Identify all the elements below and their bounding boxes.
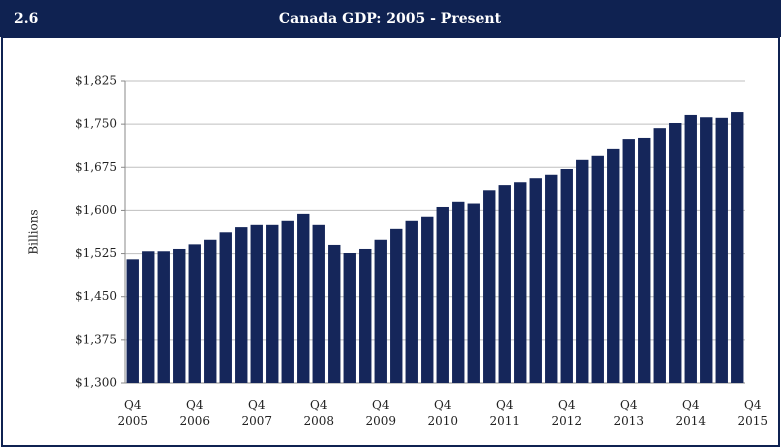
bar: [622, 139, 635, 383]
y-tick-label: $1,600: [75, 203, 117, 217]
bar: [545, 174, 558, 383]
x-tick-label-line: Q4: [434, 398, 452, 412]
bar: [142, 251, 155, 383]
x-tick-label-line: 2013: [613, 414, 644, 428]
bar: [374, 239, 387, 383]
x-tick-label-line: Q4: [186, 398, 204, 412]
bar: [390, 228, 403, 383]
x-tick-label-line: 2007: [241, 414, 272, 428]
bar: [328, 244, 341, 383]
x-tick-label: Q4 2015: [737, 398, 768, 428]
x-tick-label-line: Q4: [248, 398, 266, 412]
bar: [607, 148, 620, 383]
bar: [173, 248, 186, 383]
bar: [421, 216, 434, 383]
bar: [715, 117, 728, 383]
x-tick-label: Q4 2006: [179, 398, 210, 428]
bar: [312, 224, 325, 383]
bar: [126, 259, 139, 383]
bar: [483, 190, 496, 383]
bar: [498, 185, 511, 383]
bar: [684, 114, 697, 383]
bar: [405, 220, 418, 383]
bar: [560, 169, 573, 383]
x-tick-label: Q4 2014: [675, 398, 706, 428]
bar: [529, 178, 542, 383]
y-axis-label: Billions: [27, 209, 41, 254]
bar: [297, 213, 310, 383]
bar: [700, 117, 713, 384]
bar: [250, 224, 263, 383]
x-tick-label-line: Q4: [310, 398, 328, 412]
bar: [731, 112, 744, 383]
bar: [188, 244, 201, 383]
x-tick-label: Q4 2010: [427, 398, 458, 428]
bar: [591, 155, 604, 383]
bar: [514, 182, 527, 383]
x-tick-label: Q4 2013: [613, 398, 644, 428]
bar: [452, 201, 465, 383]
bar: [343, 252, 356, 383]
x-tick-label: Q4 2008: [303, 398, 334, 428]
x-tick-label: Q4 2005: [117, 398, 148, 428]
x-tick-label-line: 2015: [737, 414, 768, 428]
bar: [467, 203, 480, 383]
frame: [1, 36, 780, 447]
bar: [669, 122, 682, 384]
y-tick-label: $1,300: [75, 376, 117, 390]
y-tick-label: $1,750: [75, 117, 117, 131]
figure-number: 2.6: [14, 11, 38, 27]
x-tick-label-line: Q4: [620, 398, 638, 412]
x-tick-label-line: 2011: [489, 414, 520, 428]
y-tick-label: $1,375: [75, 332, 117, 346]
bar: [204, 239, 217, 383]
x-tick-label-line: Q4: [496, 398, 514, 412]
x-tick-label: Q4 2007: [241, 398, 272, 428]
y-tick-label: $1,525: [75, 246, 117, 260]
x-tick-label-line: Q4: [558, 398, 576, 412]
bar: [359, 248, 372, 383]
y-tick-label: $1,450: [75, 289, 117, 303]
x-tick-label-line: 2006: [179, 414, 210, 428]
x-tick-label-line: 2008: [303, 414, 334, 428]
bar: [219, 232, 232, 383]
x-tick-label-line: 2010: [427, 414, 458, 428]
y-tick-label: $1,675: [75, 160, 117, 174]
y-tick-label: $1,825: [75, 74, 117, 88]
bar: [235, 227, 248, 383]
bar: [653, 128, 666, 383]
header-bar: [0, 0, 781, 37]
x-tick-label-line: Q4: [682, 398, 700, 412]
bar: [266, 224, 279, 383]
x-tick-label: Q4 2012: [551, 398, 582, 428]
bar: [436, 206, 449, 383]
bar: [157, 251, 170, 383]
x-tick-label: Q4 2009: [365, 398, 396, 428]
x-tick-label-line: Q4: [124, 398, 142, 412]
x-tick-label-line: Q4: [744, 398, 762, 412]
chart-title: Canada GDP: 2005 - Present: [279, 11, 502, 27]
bar: [281, 220, 294, 383]
x-tick-label-line: Q4: [372, 398, 390, 412]
x-tick-label-line: 2009: [365, 414, 396, 428]
bar: [576, 159, 589, 383]
x-tick-label-line: 2005: [117, 414, 148, 428]
bar: [638, 137, 651, 383]
x-tick-label: Q4 2011: [489, 398, 520, 428]
x-tick-label-line: 2014: [675, 414, 706, 428]
x-tick-label-line: 2012: [551, 414, 582, 428]
